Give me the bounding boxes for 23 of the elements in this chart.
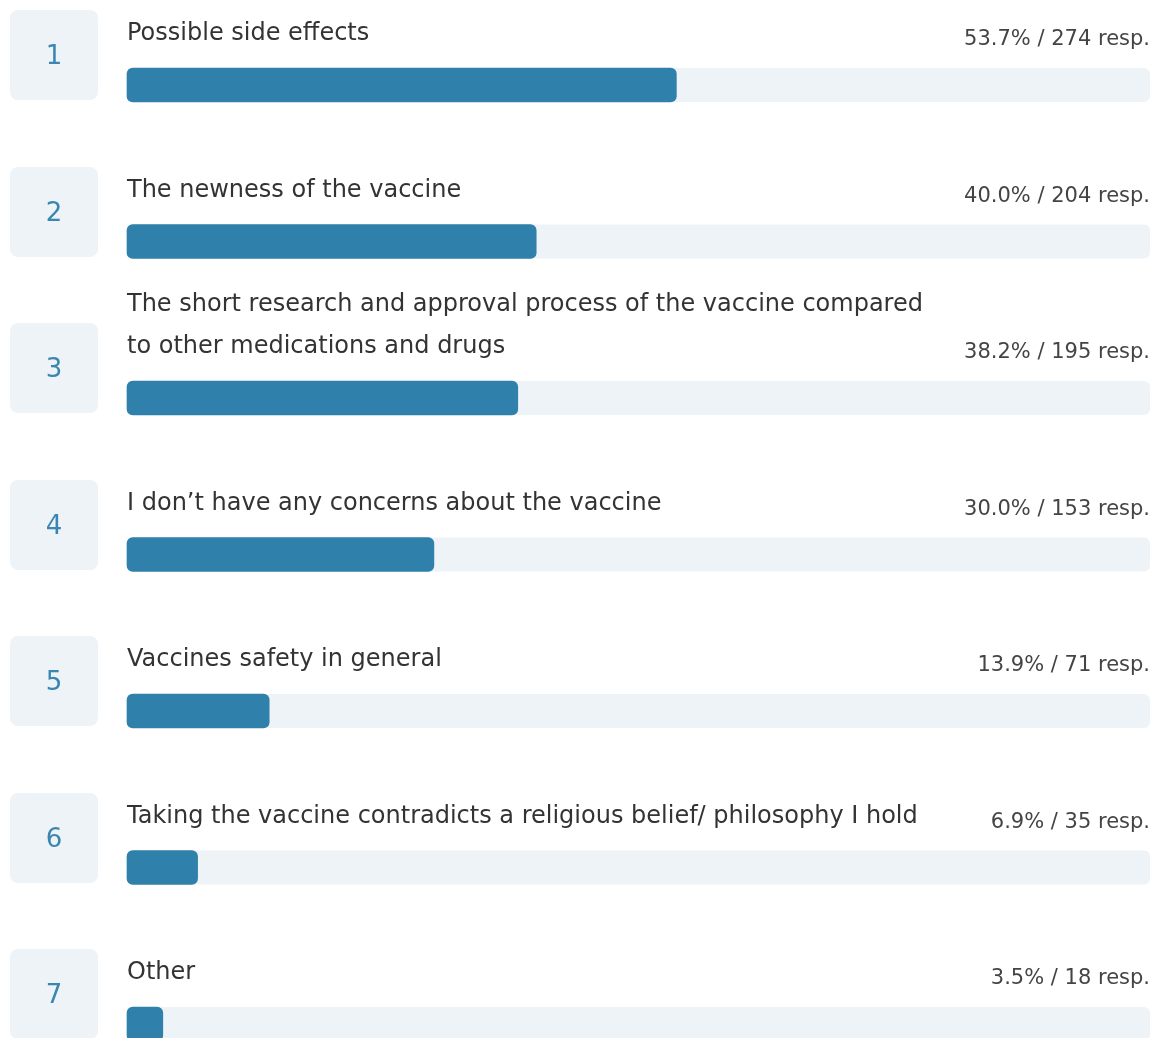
data-label: 13.9% / 71 resp. xyxy=(977,652,1150,676)
y-tick-label: Vaccines safety in general xyxy=(127,644,442,672)
rank-box: 7 xyxy=(10,949,98,1038)
data-label: 6.9% / 35 resp. xyxy=(990,808,1150,833)
rank-box: 6 xyxy=(10,792,98,883)
rank-box: 5 xyxy=(10,636,98,726)
data-label: 53.7% / 274 resp. xyxy=(964,26,1150,50)
y-tick-label: The newness of the vaccine xyxy=(126,174,462,203)
rank-box: 1 xyxy=(10,10,98,100)
rank-box: 4 xyxy=(10,479,98,570)
y-tick-label: The short research and approval process of the vaccine compared to other medications and drugs xyxy=(126,289,923,359)
bar xyxy=(126,693,270,729)
rank-box: 3 xyxy=(10,323,98,413)
data-label: 30.0% / 153 resp. xyxy=(964,495,1150,520)
bar xyxy=(126,850,198,885)
y-tick-label: Taking the vaccine contradicts a religious belief/ philosophy I hold xyxy=(126,800,918,829)
y-tick-label: Other xyxy=(127,957,196,985)
data-label: 38.2% / 195 resp. xyxy=(964,339,1150,363)
y-tick-label: I don’t have any concerns about the vaccine xyxy=(127,487,662,516)
rank-box: 2 xyxy=(10,166,98,257)
y-tick-label: Possible side effects xyxy=(127,18,370,46)
data-label: 3.5% / 18 resp. xyxy=(990,965,1150,989)
data-label: 40.0% / 204 resp. xyxy=(964,182,1150,207)
